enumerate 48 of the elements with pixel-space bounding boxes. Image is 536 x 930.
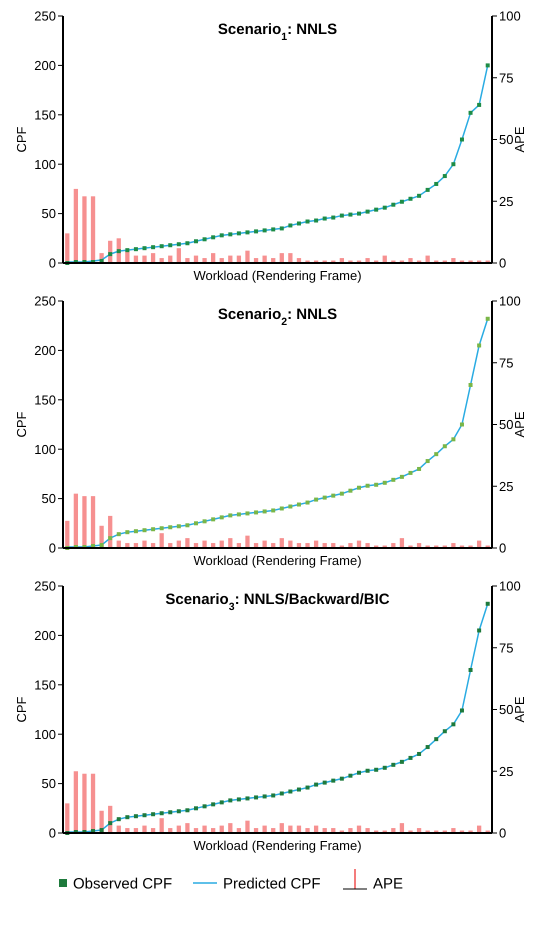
y2-tick-label: 100 (499, 294, 521, 309)
y-axis-title: CPF (14, 411, 29, 438)
y-tick-label: 0 (48, 540, 56, 556)
y-tick-label: 100 (34, 726, 56, 742)
y-axis-title: CPF (14, 696, 29, 722)
x-axis-title: Workload (Rendering Frame) (193, 838, 362, 853)
y2-tick-label: 100 (499, 578, 521, 594)
y-tick-label: 250 (34, 578, 56, 594)
y2-tick-label: 50 (499, 417, 514, 432)
y-tick-label: 100 (34, 442, 56, 457)
y2-tick-label: 25 (499, 478, 514, 494)
y-tick-label: 100 (34, 156, 56, 172)
y2-tick-label: 50 (499, 132, 514, 148)
y-tick-label: 50 (42, 776, 56, 792)
y-axis-title: CPF (14, 126, 29, 152)
y-tick-label: 250 (34, 294, 56, 309)
x-axis-title: Workload (Rendering Frame) (193, 553, 362, 568)
y2-tick-label: 75 (499, 70, 514, 86)
y2-tick-label: 100 (499, 8, 521, 24)
y-tick-label: 0 (48, 256, 56, 271)
legend-label: Predicted CPF (223, 875, 321, 892)
y2-axis-title: APE (512, 411, 527, 438)
legend-label: Observed CPF (73, 875, 172, 892)
legend-label: APE (373, 875, 404, 892)
y-tick-label: 0 (48, 826, 56, 841)
y-tick-label: 150 (34, 107, 56, 122)
y2-tick-label: 25 (499, 194, 514, 209)
text: Scenario$_{3}$: NNLS/Backward/BIC (165, 591, 390, 613)
y2-tick-label: 25 (499, 764, 514, 779)
y-tick-label: 150 (34, 677, 56, 692)
y-tick-label: 250 (34, 8, 56, 24)
y2-axis-title: APE (512, 126, 527, 153)
y2-tick-label: 0 (499, 540, 506, 556)
y2-tick-label: 75 (499, 640, 514, 656)
y-tick-label: 200 (34, 58, 56, 73)
y-tick-label: 50 (42, 491, 56, 506)
text: Scenario$_{2}$: NNLS (218, 306, 338, 328)
y-tick-label: 200 (34, 342, 56, 358)
y-tick-label: 150 (34, 392, 56, 408)
y2-tick-label: 0 (499, 256, 506, 271)
y2-tick-label: 75 (499, 355, 514, 370)
x-axis-title: Workload (Rendering Frame) (193, 268, 362, 283)
y2-tick-label: 50 (499, 702, 514, 718)
y2-axis-title: APE (512, 696, 527, 723)
text: Scenario$_{1}$: NNLS (218, 21, 338, 43)
y2-tick-label: 0 (499, 826, 506, 841)
y-tick-label: 200 (34, 628, 56, 643)
y-tick-label: 50 (42, 206, 56, 222)
